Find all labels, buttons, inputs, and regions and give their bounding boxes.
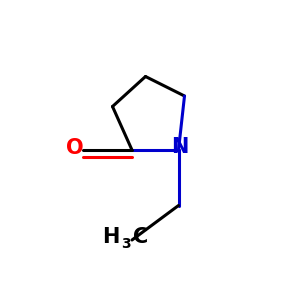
Text: O: O xyxy=(66,138,84,158)
Text: 3: 3 xyxy=(122,238,131,251)
Text: H: H xyxy=(103,227,120,247)
Text: C: C xyxy=(134,227,149,247)
Text: N: N xyxy=(171,137,189,157)
